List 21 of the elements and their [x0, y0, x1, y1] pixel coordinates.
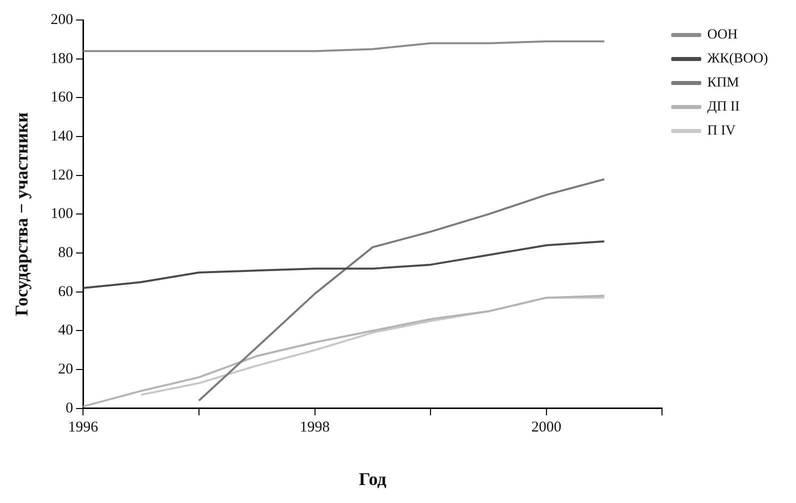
legend-label: ООН	[707, 28, 738, 43]
y-tick-label: 40	[58, 322, 74, 339]
y-tick-label: 200	[50, 12, 74, 28]
legend-label: П IV	[707, 124, 736, 139]
y-axis-title: Государства − участники	[11, 112, 32, 316]
legend-label: КПМ	[707, 76, 740, 91]
y-tick-label: 0	[66, 400, 74, 416]
y-tick-label: 20	[58, 361, 74, 378]
y-tick-label: 140	[50, 128, 74, 144]
y-tick-label: 100	[50, 206, 74, 222]
x-tick-label: 1996	[68, 419, 99, 436]
legend-label: ЖК(ВОО)	[707, 52, 768, 67]
y-tick-label: 180	[50, 50, 74, 67]
x-tick-label: 1998	[300, 419, 330, 436]
x-axis-title: Год	[358, 468, 386, 489]
y-tick-label: 160	[50, 90, 74, 106]
y-tick-label: 120	[50, 167, 74, 184]
legend-label: ДП II	[707, 100, 740, 115]
y-tick-label: 80	[58, 244, 74, 261]
x-tick-label: 2000	[531, 419, 562, 436]
y-tick-label: 60	[58, 284, 74, 300]
